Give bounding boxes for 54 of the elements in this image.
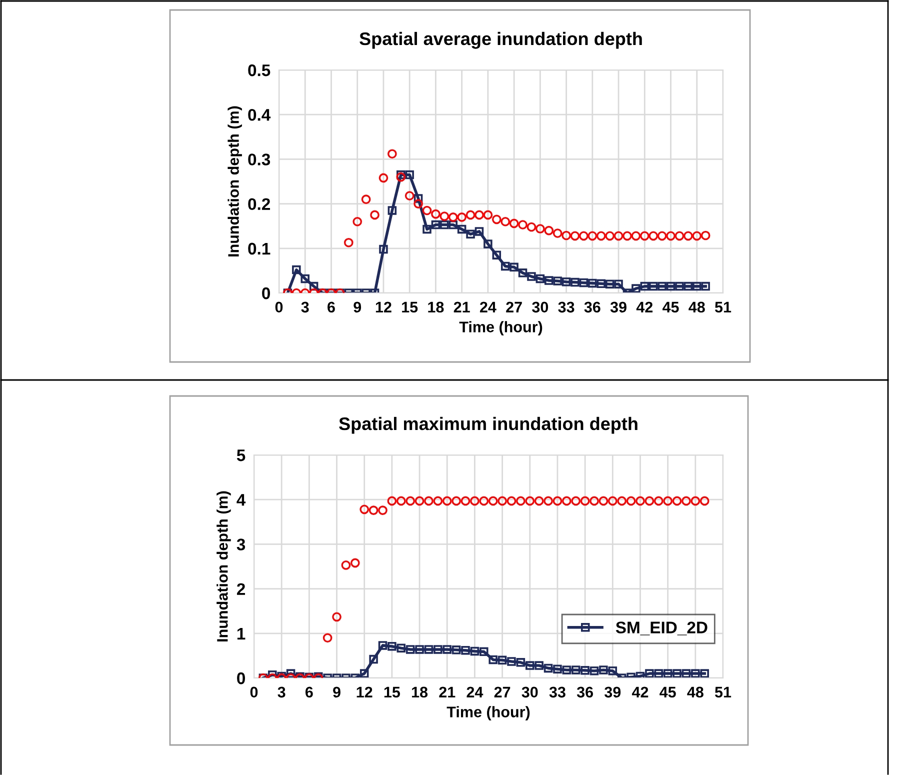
- x-tick-label: 42: [636, 302, 653, 312]
- x-tick-label: 27: [494, 686, 510, 698]
- x-tick-label: 21: [439, 686, 456, 698]
- x-tick-label: 9: [354, 302, 362, 313]
- x-tick-label: 15: [402, 302, 418, 313]
- x-tick-label: 0: [275, 302, 283, 313]
- x-axis-title: Time (hour): [446, 706, 530, 720]
- x-tick-label: 33: [549, 686, 566, 698]
- y-tick-label: 0.3: [248, 154, 270, 166]
- x-tick-label: 9: [333, 686, 340, 698]
- y-tick-label: 0.1: [248, 242, 270, 255]
- x-tick-label: 45: [660, 686, 676, 698]
- x-tick-label: 24: [466, 686, 484, 698]
- x-tick-label: 15: [384, 686, 400, 698]
- x-tick-label: 12: [356, 686, 372, 698]
- x-tick-label: 48: [688, 302, 705, 313]
- x-tick-label: 36: [576, 686, 594, 698]
- x-tick-label: 21: [454, 302, 470, 312]
- x-tick-label: 3: [301, 302, 309, 313]
- y-tick-label: 0.4: [248, 109, 271, 121]
- x-tick-label: 51: [714, 302, 732, 313]
- y-tick-label: 0: [262, 287, 270, 300]
- x-tick-label: 39: [604, 686, 621, 698]
- x-tick-label: 39: [610, 302, 626, 313]
- x-tick-label: 48: [687, 686, 704, 698]
- x-tick-label: 45: [662, 302, 679, 313]
- y-tick-label: 0.2: [248, 198, 270, 210]
- y-tick-label: 1: [237, 628, 246, 640]
- x-tick-label: 42: [632, 686, 648, 698]
- x-axis-title: Time (hour): [459, 321, 542, 336]
- x-tick-label: 18: [428, 302, 444, 313]
- y-tick-label: 0.5: [248, 64, 270, 76]
- y-tick-label: 4: [236, 494, 246, 506]
- x-tick-label: 6: [305, 686, 313, 698]
- chart-title: Spatial maximum inundation depth: [339, 416, 638, 434]
- y-axis-title: Inundation depth (m): [228, 106, 242, 256]
- legend-label: SM_EID_2D: [616, 622, 708, 636]
- y-tick-label: 5: [236, 450, 246, 462]
- x-tick-label: 3: [278, 686, 286, 698]
- y-tick-label: 2: [236, 583, 245, 595]
- x-tick-label: 24: [480, 302, 496, 312]
- x-tick-label: 18: [412, 686, 428, 698]
- x-tick-label: 30: [522, 686, 538, 698]
- x-tick-label: 27: [506, 302, 522, 312]
- x-tick-label: 36: [584, 302, 600, 313]
- y-tick-label: 3: [236, 538, 246, 550]
- chart-title: Spatial average inundation depth: [360, 32, 642, 49]
- y-axis-title: Inundation depth (m): [216, 491, 231, 642]
- x-tick-label: 6: [328, 302, 335, 313]
- x-tick-label: 30: [532, 302, 548, 313]
- x-tick-label: 33: [558, 302, 574, 313]
- x-tick-label: 12: [376, 302, 392, 312]
- y-tick-label: 0: [237, 672, 245, 684]
- x-tick-label: 51: [714, 686, 732, 698]
